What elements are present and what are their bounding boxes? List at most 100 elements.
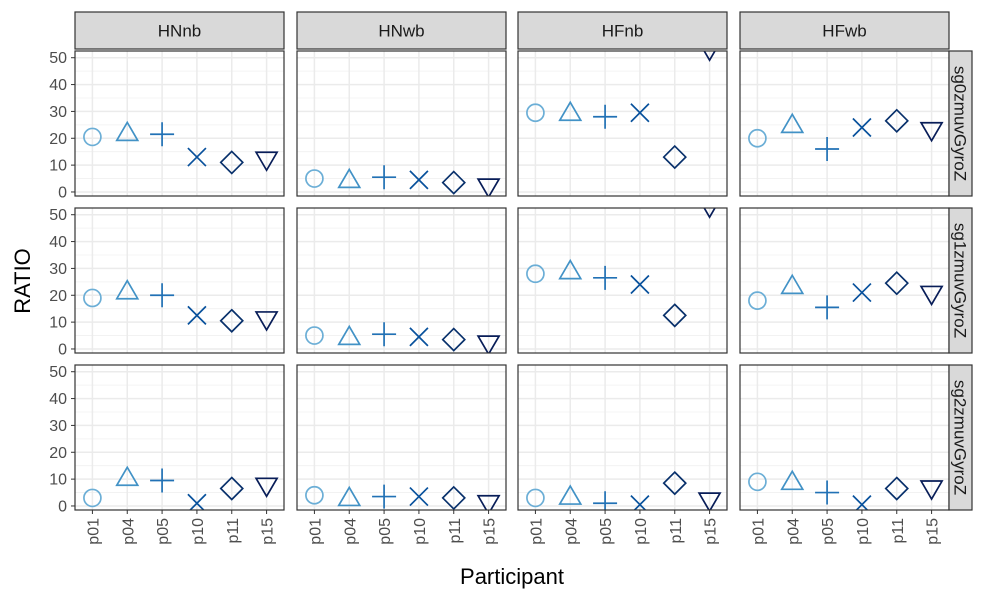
- data-point-p05: [593, 104, 618, 129]
- x-tick-label: p05: [598, 518, 615, 545]
- data-point-p15: [476, 335, 501, 353]
- panel-background: [518, 51, 727, 196]
- y-tick-label: 40: [49, 391, 67, 408]
- data-point-p04: [115, 279, 140, 300]
- data-point-p01: [305, 169, 324, 188]
- panel-background: [518, 365, 727, 510]
- x-tick-label: p05: [155, 518, 172, 545]
- x-axis-col-2: p01 p04 p05 p10 p11 p15: [307, 510, 499, 545]
- data-point-p10: [630, 103, 650, 123]
- data-point-p10: [630, 495, 650, 510]
- y-axis-title: RATIO: [10, 248, 35, 314]
- data-point-p10: [187, 305, 207, 326]
- column-strip-label: HFwb: [822, 22, 866, 41]
- panel-sg2zmuvGyroZ-HFwb: [739, 364, 950, 511]
- panel-sg0zmuvGyroZ-HFnb: [517, 50, 728, 197]
- y-tick-label: 40: [49, 234, 67, 251]
- data-point-p05: [372, 322, 397, 347]
- x-tick-label: p11: [225, 518, 242, 544]
- data-point-p10: [187, 147, 207, 167]
- row-strip-box: [948, 364, 973, 511]
- x-tick-label: p10: [412, 518, 429, 545]
- panel-sg0zmuvGyroZ-HNwb: [296, 50, 507, 197]
- x-axis-col-4: p01 p04 p05 p10 p11 p15: [750, 510, 942, 545]
- points: [83, 279, 279, 333]
- y-tick-label: 50: [49, 50, 67, 67]
- panel-background: [740, 208, 949, 353]
- y-tick-label: 10: [49, 472, 67, 489]
- data-point-p11: [441, 485, 466, 510]
- column-strip-HFnb: HFnb: [517, 11, 728, 50]
- data-point-p01: [305, 326, 324, 345]
- row-strip-box: [948, 207, 973, 354]
- panel-background: [740, 51, 949, 196]
- data-point-p04: [780, 273, 805, 295]
- panel-border: [74, 364, 285, 511]
- data-point-p10: [630, 274, 650, 295]
- y-tick-label: 20: [49, 288, 67, 305]
- row-strip-label: sg0zmuvGyroZ: [951, 66, 970, 181]
- data-point-p01: [83, 127, 102, 147]
- x-tick-label: p04: [342, 518, 359, 545]
- column-strip-box: [517, 11, 728, 50]
- points: [526, 470, 722, 510]
- data-point-p01: [526, 264, 545, 284]
- panel-background: [75, 365, 284, 510]
- panel-border: [296, 364, 507, 511]
- data-point-p05: [372, 165, 397, 190]
- panel-background: [518, 208, 727, 353]
- points: [305, 165, 501, 196]
- data-point-p15: [476, 494, 501, 510]
- column-strip-box: [739, 11, 950, 50]
- points: [748, 469, 944, 510]
- y-tick-label: 20: [49, 445, 67, 462]
- y-axis-row-2: 0 10 20 30 40 50: [49, 207, 75, 358]
- panel-background: [75, 51, 284, 196]
- data-point-p05: [150, 122, 175, 147]
- x-axis-col-1: p01 p04 p05 p10 p11 p15: [85, 510, 277, 545]
- panel-border: [296, 50, 507, 197]
- panel-border: [296, 207, 507, 354]
- y-axis-row-1: 0 10 20 30 40 50: [49, 50, 75, 201]
- panel-sg0zmuvGyroZ-HNnb: [74, 50, 285, 197]
- data-point-p01: [83, 288, 102, 308]
- data-point-p15: [919, 285, 944, 307]
- data-point-p10: [409, 327, 429, 347]
- panel-sg1zmuvGyroZ-HFnb: [517, 207, 728, 354]
- data-point-p11: [884, 476, 909, 501]
- row-strip-label: sg2zmuvGyroZ: [951, 380, 970, 495]
- panel-border: [517, 50, 728, 197]
- data-point-p04: [115, 120, 140, 142]
- data-point-p04: [558, 100, 583, 122]
- data-point-p05: [150, 468, 175, 493]
- x-tick-label: p05: [820, 518, 837, 545]
- column-strip-HNnb: HNnb: [74, 11, 285, 50]
- x-tick-label: p11: [447, 518, 464, 544]
- data-point-p11: [662, 470, 687, 496]
- y-tick-label: 50: [49, 364, 67, 381]
- x-tick-label: p05: [377, 518, 394, 545]
- data-point-p15: [697, 492, 722, 510]
- y-tick-label: 50: [49, 207, 67, 224]
- data-point-p04: [780, 469, 805, 491]
- panel-border: [517, 364, 728, 511]
- column-strip-label: HNwb: [378, 22, 424, 41]
- data-point-p05: [593, 491, 618, 510]
- x-tick-label: p11: [668, 518, 685, 544]
- data-point-p04: [337, 167, 362, 189]
- data-point-p11: [219, 150, 244, 175]
- data-point-p10: [852, 495, 872, 510]
- y-axis-row-3: 0 10 20 30 40 50: [49, 364, 75, 515]
- data-point-p11: [884, 270, 909, 296]
- x-tick-label: p04: [785, 518, 802, 545]
- data-point-p05: [815, 480, 840, 505]
- y-tick-label: 30: [49, 418, 67, 435]
- data-point-p10: [852, 117, 872, 138]
- column-strip-label: HFnb: [602, 22, 644, 41]
- data-point-p05: [593, 265, 618, 290]
- column-strip-label: HNnb: [158, 22, 201, 41]
- points: [748, 108, 944, 162]
- points: [83, 465, 279, 510]
- data-point-p05: [815, 137, 840, 162]
